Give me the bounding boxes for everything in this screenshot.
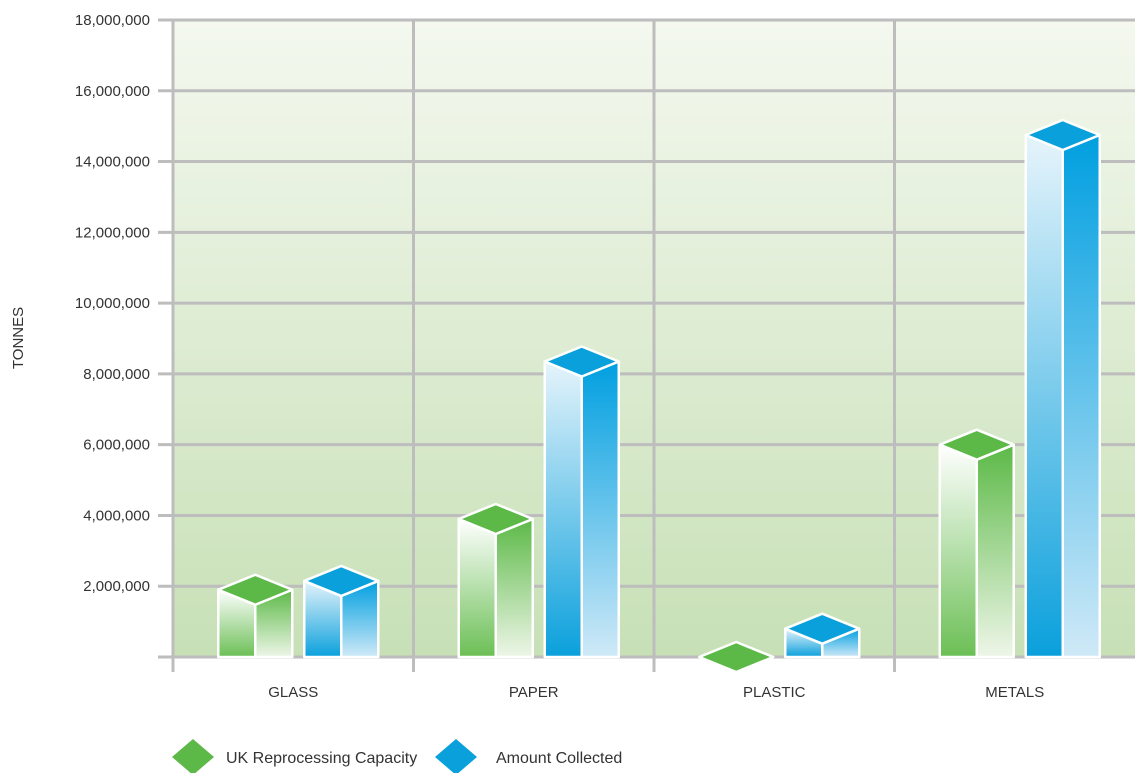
bar-front-face [938,443,978,659]
y-tick-label: 14,000,000 [75,154,150,171]
bar-collected-metals [1024,118,1101,659]
legend-swatch-collected [435,739,477,773]
bar-collected-glass [303,564,380,659]
bar-side-face [1061,133,1101,659]
y-tick-label: 6,000,000 [83,437,150,454]
x-tick-label: PAPER [509,684,559,701]
bar-front-face [457,517,497,659]
y-tick-label: 2,000,000 [83,578,150,595]
bar-capacity-glass [217,573,294,659]
y-tick-label: 16,000,000 [75,83,150,100]
bar-top-face [303,564,380,598]
bar-side-face [494,517,534,659]
x-tick-label: GLASS [268,684,318,701]
bar-collected-plastic [784,612,861,659]
y-tick-label: 8,000,000 [83,366,150,383]
bar-front-face [1024,133,1064,659]
bar-front-face [543,360,583,659]
bar-top-face [217,573,294,607]
bars [217,118,1101,674]
bar-collected-paper [543,345,620,659]
bar-capacity-paper [457,502,534,659]
legend-label-collected: Amount Collected [496,750,622,767]
legend-item-capacity: UK Reprocessing Capacity [172,739,417,773]
bar-capacity-plastic [698,640,775,674]
legend: UK Reprocessing Capacity Amount Collecte… [172,739,622,773]
y-tick-label: 18,000,000 [75,12,150,29]
bar-top-face [543,345,620,378]
y-tick-label: 10,000,000 [75,295,150,312]
bar-side-face [580,360,620,659]
bar-side-face [975,443,1015,659]
bar-top-face [1024,118,1101,152]
x-axis-labels: GLASS PAPER PLASTIC METALS [268,684,1044,701]
y-tick-label: 12,000,000 [75,224,150,241]
bar-top-face [457,502,534,536]
y-tick-label: 4,000,000 [83,507,150,524]
legend-label-capacity: UK Reprocessing Capacity [226,750,417,767]
bar-top-face [784,612,861,645]
legend-swatch-capacity [172,739,214,773]
bar-capacity-metals [938,428,1015,659]
y-axis-title: TONNES [10,307,27,369]
x-tick-label: METALS [985,684,1044,701]
x-tick-label: PLASTIC [743,684,806,701]
y-axis-ticks: 2,000,000 4,000,000 6,000,000 8,000,000 10,0… [75,12,150,595]
legend-item-collected: Amount Collected [435,739,622,773]
bar-top-face [938,428,1015,461]
bar-top-face [698,640,775,674]
